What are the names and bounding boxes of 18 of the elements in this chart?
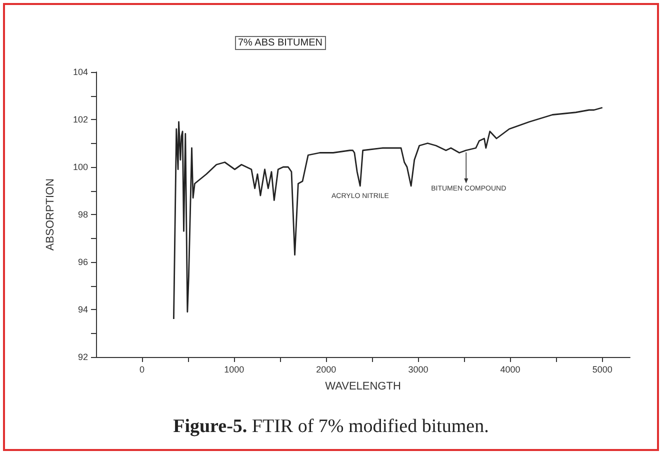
y-tick-label: 96 <box>78 257 88 267</box>
text: Figure-5. FTIR of 7% modified bitumen. <box>172 416 490 438</box>
y-tick-label: 100 <box>72 162 88 172</box>
line-series <box>173 106 604 320</box>
x-axis-title: WAVELENGTH <box>325 380 401 392</box>
x-tick-label: 3000 <box>408 364 428 374</box>
y-tick-label: 102 <box>72 114 88 124</box>
x-tick-label: 4000 <box>500 364 520 374</box>
y-tick-label: 94 <box>78 304 88 314</box>
x-tick-label: 2000 <box>316 364 336 374</box>
y-tick-label: 104 <box>72 67 88 77</box>
y-tick-label: 98 <box>78 210 88 220</box>
y-axis-title: ABSORPTION <box>44 178 56 251</box>
x-tick-label: 1000 <box>224 364 244 374</box>
x-tick-label: 0 <box>140 364 145 374</box>
chart-title: 7% ABS BITUMEN <box>238 38 322 48</box>
y-tick-label: 92 <box>78 352 88 362</box>
x-tick-label: 5000 <box>592 364 612 374</box>
